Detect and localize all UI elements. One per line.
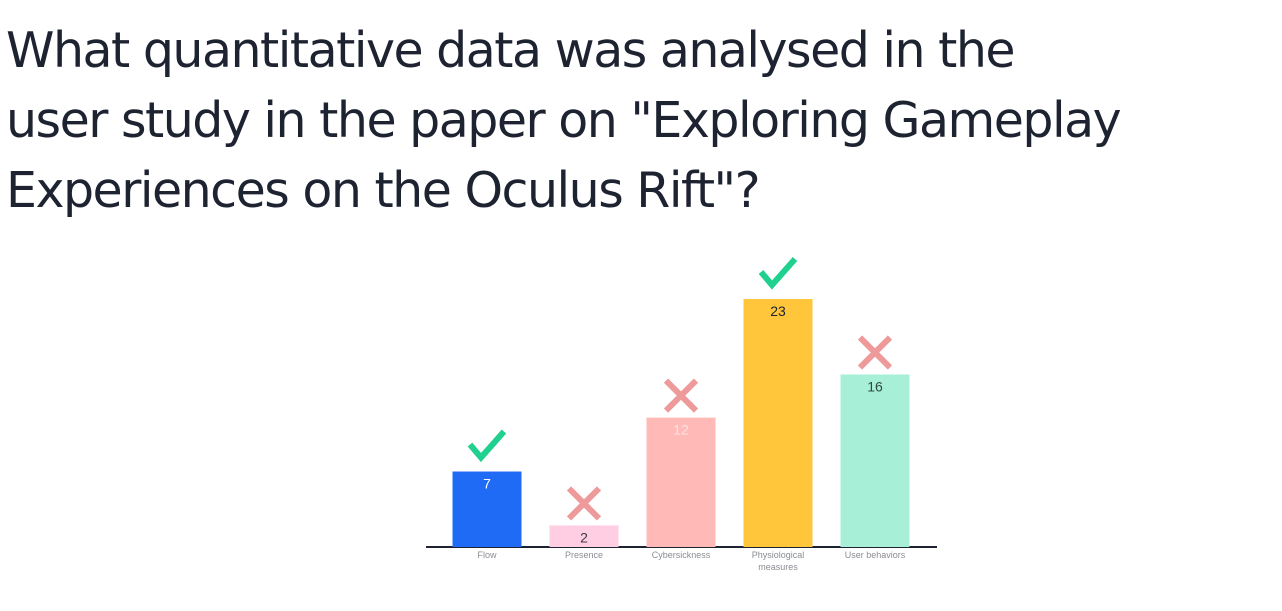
category-label-cybersickness: Cybersickness bbox=[652, 550, 711, 560]
question-title: What quantitative data was analysed in t… bbox=[6, 16, 1276, 226]
cross-icon bbox=[857, 335, 893, 370]
check-icon bbox=[467, 429, 507, 463]
question-line-3: Experiences on the Oculus Rift"? bbox=[6, 162, 761, 219]
value-label-physiological-measures: 23 bbox=[770, 303, 786, 319]
bar-cybersickness bbox=[646, 417, 716, 547]
bar-presence bbox=[549, 525, 619, 547]
value-label-user-behaviors: 16 bbox=[867, 378, 883, 394]
question-line-2: user study in the paper on "Exploring Ga… bbox=[6, 92, 1122, 149]
value-label-flow: 7 bbox=[483, 476, 491, 492]
bar-physiological-measures bbox=[743, 299, 813, 547]
category-label-physiological-measures: Physiological measures bbox=[752, 550, 805, 572]
category-label-presence: Presence bbox=[565, 550, 603, 560]
bar-user-behaviors bbox=[840, 374, 910, 547]
cross-icon bbox=[663, 378, 699, 413]
category-label-user-behaviors: User behaviors bbox=[845, 550, 906, 560]
value-label-presence: 2 bbox=[580, 529, 588, 545]
question-line-1: What quantitative data was analysed in t… bbox=[6, 22, 1016, 79]
check-icon bbox=[758, 257, 798, 290]
cross-icon bbox=[566, 486, 602, 521]
value-label-cybersickness: 12 bbox=[673, 422, 689, 438]
bar-flow bbox=[452, 471, 522, 547]
category-label-flow: Flow bbox=[477, 550, 497, 560]
